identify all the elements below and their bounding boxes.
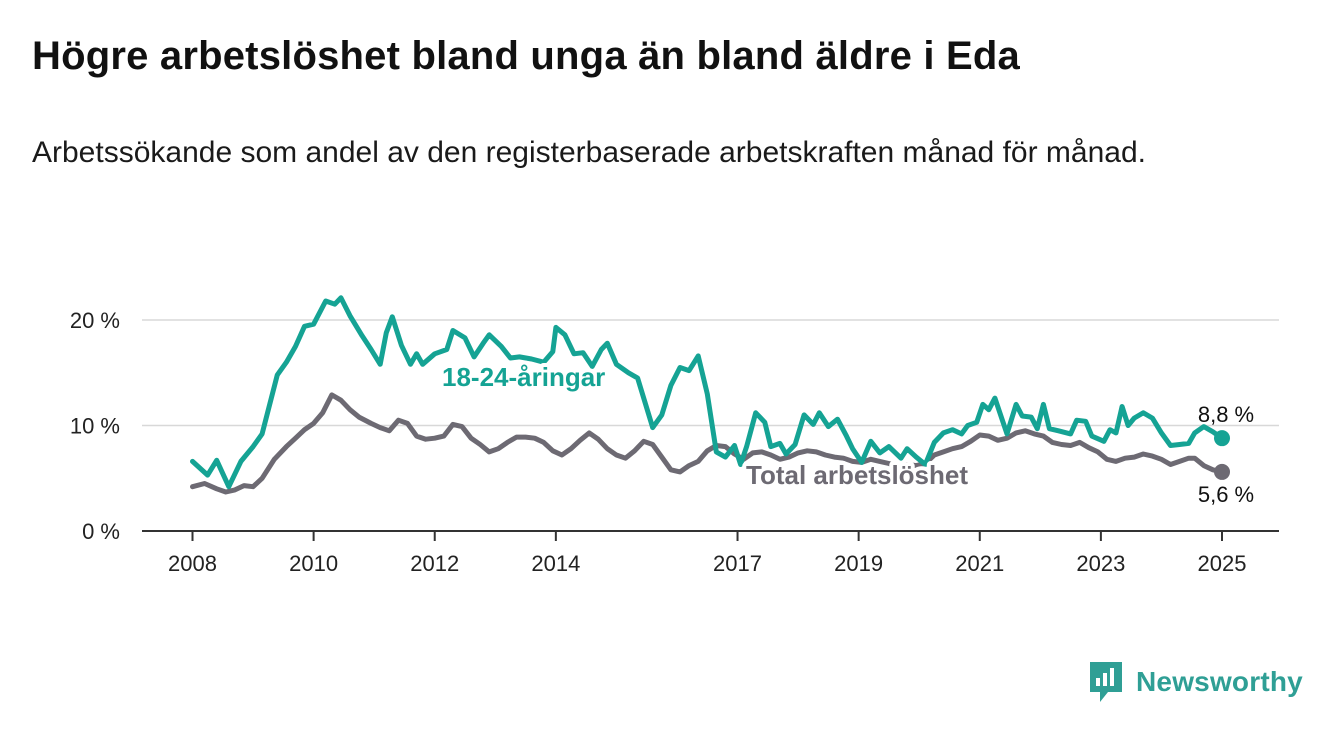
series-end-marker	[1214, 463, 1230, 480]
series-end-marker	[1214, 430, 1230, 447]
x-tick-label: 2017	[713, 551, 762, 576]
series-label-youth: 18-24-åringar	[442, 362, 605, 392]
brand-name: Newsworthy	[1136, 666, 1303, 697]
y-tick-label: 10 %	[70, 414, 120, 439]
y-tick-label: 20 %	[70, 308, 120, 333]
series-label-total-halo: Total arbetslöshet	[746, 460, 968, 490]
x-axis: 2008 2010 2012 2014 2017 2019 2021 2023 2025	[142, 530, 1279, 576]
series-label-youth-halo: 18-24-åringar	[442, 362, 605, 392]
x-tick-label: 2014	[531, 551, 580, 576]
grid-lines: 0 % 10 % 20 %	[70, 308, 1279, 544]
chart-subtitle: Arbetssökande som andel av den registerb…	[32, 136, 1146, 169]
x-tick-label: 2019	[834, 551, 883, 576]
series-lines	[190, 295, 1230, 495]
y-tick-label: 0 %	[82, 519, 120, 544]
x-tick-label: 2012	[410, 551, 459, 576]
newsworthy-logo-icon	[1090, 662, 1122, 702]
x-tick-label: 2008	[168, 551, 217, 576]
series-line	[190, 295, 1225, 490]
end-label-total: 5,6 %	[1198, 482, 1254, 507]
end-label-youth: 8,8 %	[1198, 402, 1254, 427]
chart-title: Högre arbetslöshet bland unga än bland ä…	[32, 34, 1020, 78]
x-tick-label: 2025	[1198, 551, 1247, 576]
x-tick-label: 2010	[289, 551, 338, 576]
x-tick-label: 2023	[1076, 551, 1125, 576]
brand-logo: Newsworthy	[1088, 660, 1303, 704]
x-tick-label: 2021	[955, 551, 1004, 576]
series-label-total: Total arbetslöshet	[746, 460, 968, 490]
